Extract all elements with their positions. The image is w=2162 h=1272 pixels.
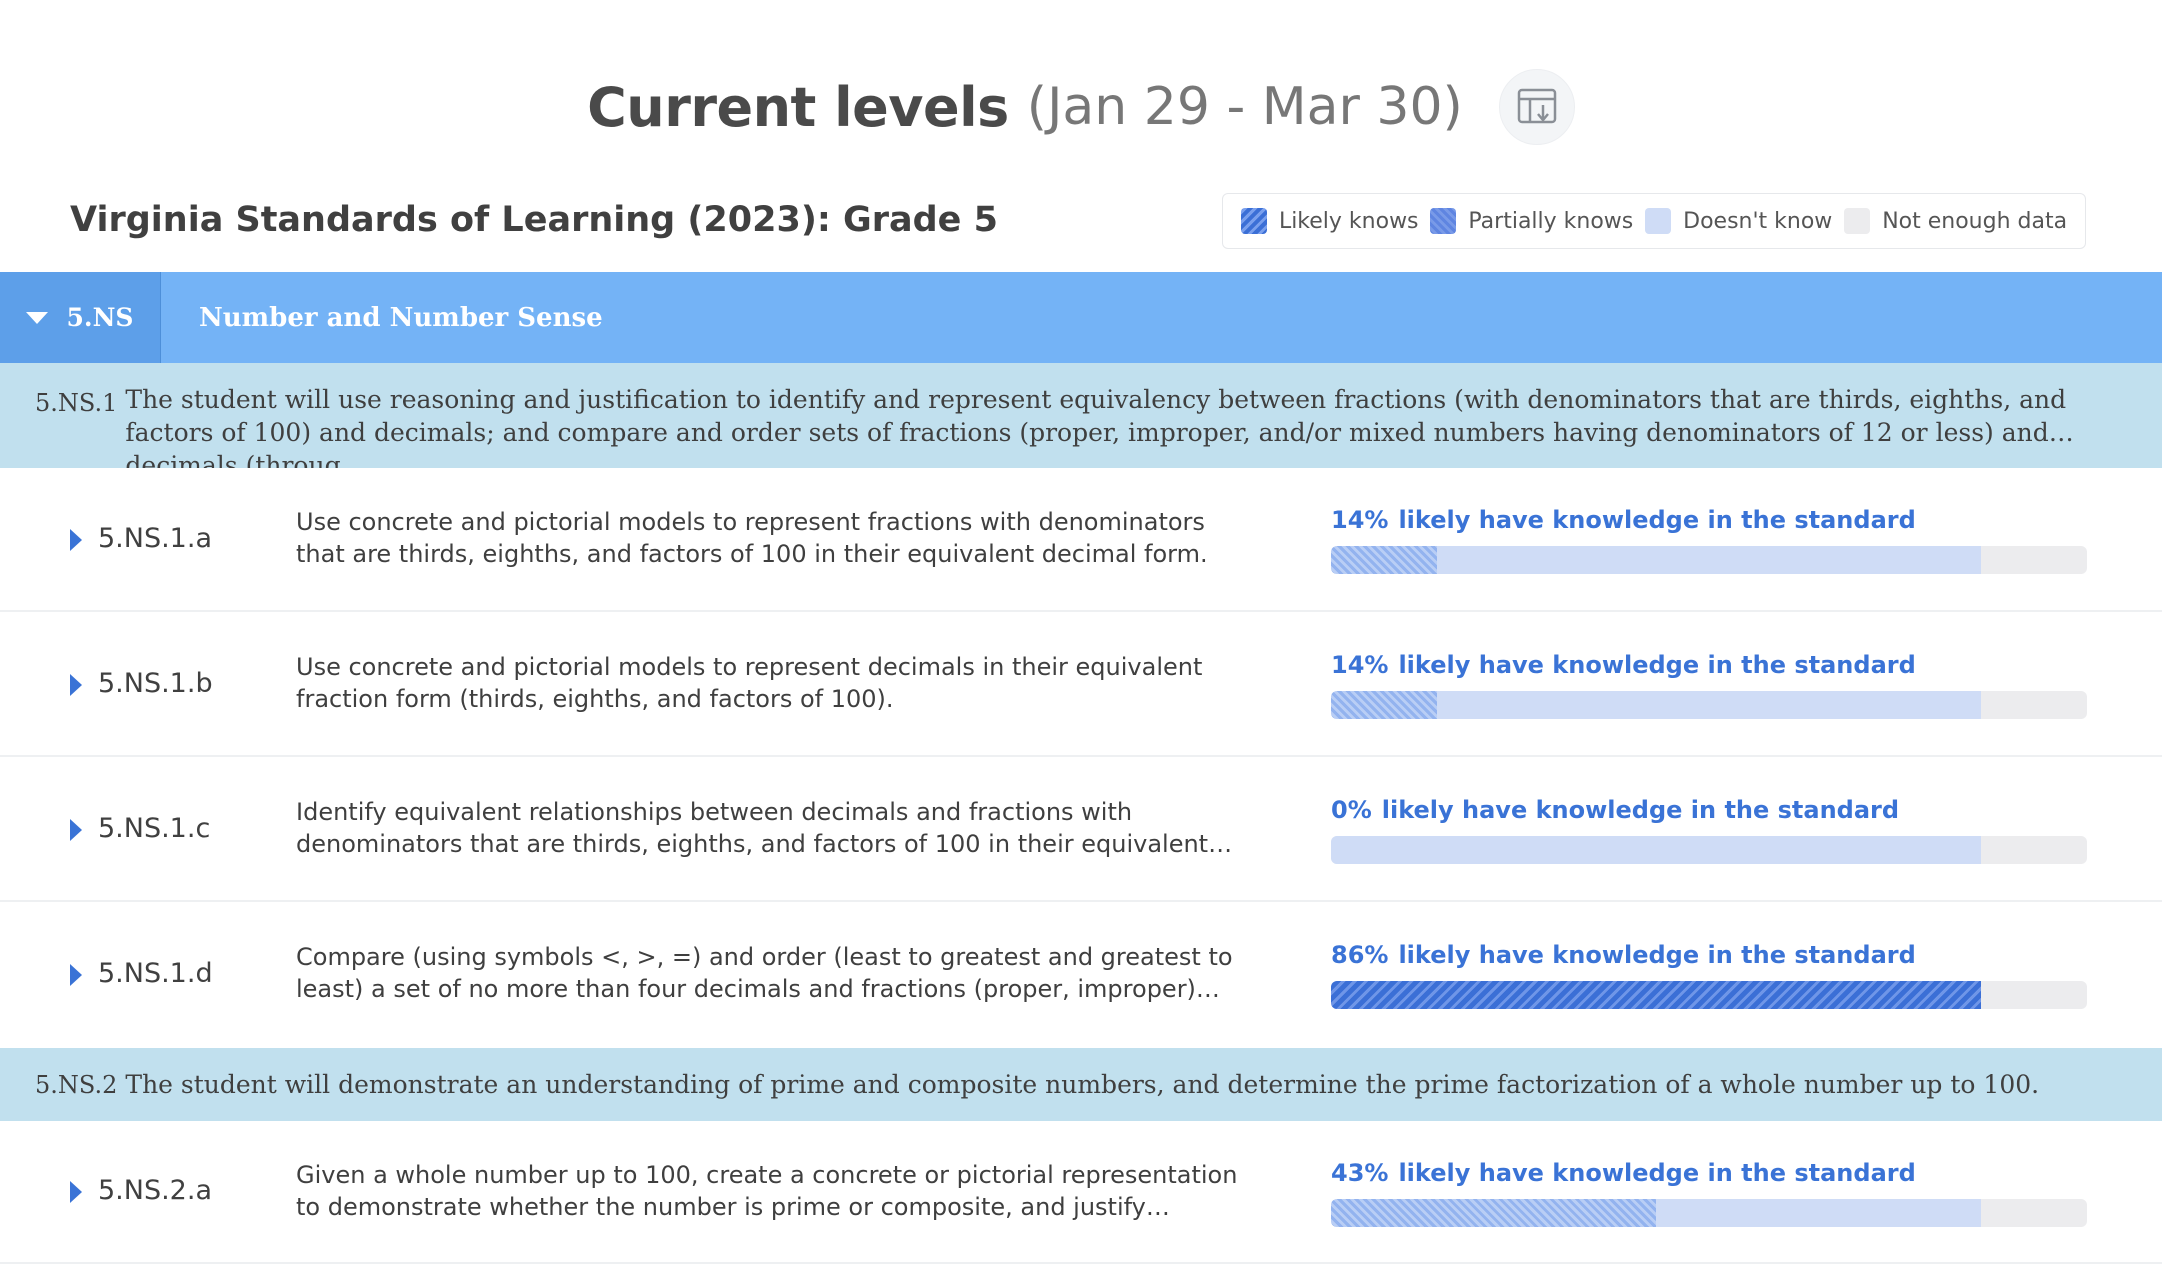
legend-label: Not enough data (1882, 208, 2068, 234)
legend-swatch-doesnt (1645, 208, 1672, 234)
page-title: Current levels (587, 75, 1009, 139)
domain-name: Number and Number Sense (199, 302, 603, 333)
substandard-description: Compare (using symbols <, >, =) and orde… (296, 943, 1233, 1003)
bar-segment-likely (1331, 981, 1982, 1009)
substandard-description: Identify equivalent relationships betwee… (296, 798, 1209, 858)
substandard-description: Use concrete and pictorial models to rep… (296, 653, 1203, 713)
knowledge-bar (1331, 981, 2087, 1009)
standard-set-title: Virginia Standards of Learning (2023): G… (70, 200, 998, 240)
knowledge-suffix: likely have knowledge in the standard (1398, 506, 1916, 534)
standard-row: 5.NS.1 The student will use reasoning an… (0, 363, 2162, 468)
standard-description: The student will demonstrate an understa… (125, 1070, 2040, 1099)
legend-swatch-nodata (1844, 208, 1871, 234)
bar-segment-doesnt (1436, 691, 1982, 719)
substandard-code[interactable]: 5.NS.2.a (98, 1175, 212, 1206)
domain-toggle[interactable]: 5.NS (0, 272, 161, 363)
legend-swatch-partial (1430, 208, 1457, 234)
knowledge-percent-line: 0% likely have knowledge in the standard (1331, 796, 1899, 824)
knowledge-percent: 14% (1331, 506, 1389, 534)
substandard-row[interactable]: 5.NS.1.b Use concrete and pictorial mode… (0, 613, 2162, 757)
date-range: (Jan 29 - Mar 30) (1026, 77, 1463, 137)
knowledge-percent: 86% (1331, 941, 1389, 969)
substandard-code[interactable]: 5.NS.1.a (98, 523, 212, 554)
standard-row: 5.NS.2 The student will demonstrate an u… (0, 1048, 2162, 1121)
standard-code: 5.NS.1 (35, 389, 118, 417)
knowledge-suffix: likely have knowledge in the standard (1381, 796, 1900, 824)
legend-swatch-likely (1240, 208, 1267, 234)
bar-segment-partial (1331, 691, 1437, 719)
knowledge-bar (1331, 836, 2087, 864)
knowledge-bar (1331, 1199, 2087, 1227)
caret-right-icon[interactable] (70, 964, 82, 986)
substandard-description: Use concrete and pictorial models to rep… (296, 508, 1208, 568)
knowledge-percent-line: 86% likely have knowledge in the standard (1331, 941, 1916, 969)
knowledge-bar (1331, 691, 2087, 719)
knowledge-percent: 14% (1331, 651, 1389, 679)
bar-segment-doesnt (1656, 1199, 1982, 1227)
knowledge-percent-line: 43% likely have knowledge in the standard (1331, 1159, 1916, 1187)
substandard-row[interactable]: 5.NS.1.a Use concrete and pictorial mode… (0, 468, 2162, 612)
knowledge-percent-line: 14% likely have knowledge in the standard (1331, 506, 1916, 534)
caret-right-icon[interactable] (70, 819, 82, 841)
bar-segment-partial (1331, 1199, 1657, 1227)
knowledge-suffix: likely have knowledge in the standard (1398, 651, 1916, 679)
caret-right-icon[interactable] (70, 1181, 82, 1203)
standard-code: 5.NS.2 (35, 1070, 118, 1099)
substandard-row[interactable]: 5.NS.1.d Compare (using symbols <, >, =)… (0, 903, 2162, 1048)
knowledge-percent: 0% (1331, 796, 1372, 824)
domain-code: 5.NS (66, 303, 134, 332)
knowledge-percent: 43% (1331, 1159, 1389, 1187)
substandard-description: Given a whole number up to 100, create a… (296, 1161, 1238, 1221)
table-download-icon (1517, 88, 1557, 124)
substandard-row[interactable]: 5.NS.2.a Given a whole number up to 100,… (0, 1121, 2162, 1264)
export-button[interactable] (1498, 69, 1575, 145)
page-header: Current levels (Jan 29 - Mar 30) (0, 69, 2162, 145)
legend-partially-knows: Partially knows (1430, 208, 1633, 234)
caret-down-icon (26, 311, 49, 324)
legend-label: Partially knows (1468, 208, 1634, 234)
knowledge-suffix: likely have knowledge in the standard (1398, 941, 1916, 969)
standard-description: The student will use reasoning and justi… (125, 385, 2067, 468)
legend-label: Doesn't know (1683, 208, 1833, 234)
bar-segment-partial (1331, 546, 1437, 574)
legend-not-enough-data: Not enough data (1844, 208, 2067, 234)
domain-header[interactable]: 5.NS Number and Number Sense (0, 272, 2162, 363)
legend-label: Likely knows (1278, 208, 1419, 234)
bar-segment-doesnt (1436, 546, 1982, 574)
knowledge-suffix: likely have knowledge in the standard (1398, 1159, 1916, 1187)
caret-right-icon[interactable] (70, 674, 82, 696)
knowledge-percent-line: 14% likely have knowledge in the standard (1331, 651, 1916, 679)
legend-likely-knows: Likely knows (1240, 208, 1419, 234)
bar-segment-doesnt (1331, 836, 1982, 864)
legend: Likely knows Partially knows Doesn't kno… (1222, 193, 2086, 249)
substandard-code[interactable]: 5.NS.1.b (98, 668, 213, 699)
substandard-code[interactable]: 5.NS.1.c (98, 813, 211, 844)
caret-right-icon[interactable] (70, 529, 82, 551)
substandard-row[interactable]: 5.NS.1.c Identify equivalent relationshi… (0, 758, 2162, 902)
knowledge-bar (1331, 546, 2087, 574)
substandard-code[interactable]: 5.NS.1.d (98, 958, 213, 989)
legend-doesnt-know: Doesn't know (1645, 208, 1832, 234)
